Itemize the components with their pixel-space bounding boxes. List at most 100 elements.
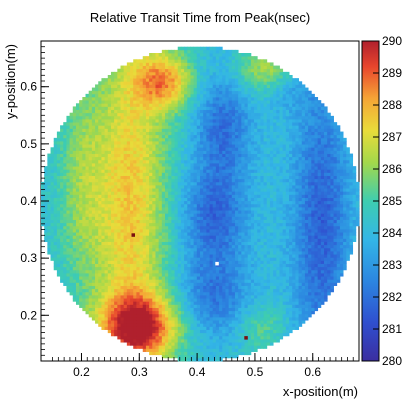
heatmap-cell xyxy=(165,100,169,104)
heatmap-cell xyxy=(209,141,214,145)
heatmap-cell xyxy=(171,235,175,239)
heatmap-cell xyxy=(165,254,169,258)
heatmap-cell xyxy=(177,84,182,88)
heatmap-cell xyxy=(53,229,58,233)
heatmap-cell xyxy=(196,153,201,158)
heatmap-cell xyxy=(95,134,99,139)
heatmap-cell xyxy=(165,181,169,186)
heatmap-cell xyxy=(117,260,121,264)
heatmap-cell xyxy=(231,273,236,277)
heatmap-cell xyxy=(152,329,156,334)
heatmap-cell xyxy=(79,194,83,198)
heatmap-cell xyxy=(196,345,201,349)
heatmap-cell xyxy=(95,115,99,120)
heatmap-cell xyxy=(168,329,172,334)
heatmap-cell xyxy=(215,93,220,98)
heatmap-cell xyxy=(114,301,118,305)
heatmap-cell xyxy=(180,251,185,255)
heatmap-cell xyxy=(206,87,210,92)
heatmap-cell xyxy=(63,210,67,214)
heatmap-cell xyxy=(91,156,96,161)
heatmap-cell xyxy=(165,222,169,227)
heatmap-cell xyxy=(165,137,169,142)
heatmap-cell xyxy=(225,269,230,274)
heatmap-cell xyxy=(177,97,182,101)
heatmap-cell xyxy=(123,254,128,258)
heatmap-cell xyxy=(79,125,83,129)
heatmap-cell xyxy=(130,153,134,158)
heatmap-cell xyxy=(79,203,83,208)
heatmap-cell xyxy=(133,163,137,167)
heatmap-cell xyxy=(174,354,179,359)
heatmap-cell xyxy=(184,194,188,198)
heatmap-cell xyxy=(212,141,217,145)
heatmap-cell xyxy=(142,169,147,173)
heatmap-cell xyxy=(200,97,204,101)
heatmap-cell xyxy=(110,285,115,290)
heatmap-cell xyxy=(136,166,140,170)
heatmap-cell xyxy=(142,282,147,286)
heatmap-cell xyxy=(82,263,86,268)
heatmap-cell xyxy=(222,147,226,151)
heatmap-cell xyxy=(222,93,226,98)
heatmap-cell xyxy=(104,103,109,107)
heatmap-cell xyxy=(50,216,55,220)
heatmap-cell xyxy=(95,128,99,132)
heatmap-cell xyxy=(139,238,144,242)
heatmap-cell xyxy=(168,351,172,356)
heatmap-cell xyxy=(130,285,134,290)
heatmap-cell xyxy=(72,166,77,170)
heatmap-cell xyxy=(110,175,115,180)
heatmap-cell xyxy=(95,181,99,186)
heatmap-cell xyxy=(203,144,207,148)
heatmap-cell xyxy=(177,219,182,224)
heatmap-cell xyxy=(174,244,179,249)
heatmap-cell xyxy=(168,342,172,346)
heatmap-cell xyxy=(177,203,182,208)
heatmap-cell xyxy=(209,115,214,120)
heatmap-cell xyxy=(165,323,169,327)
heatmap-cell xyxy=(104,112,109,117)
heatmap-cell xyxy=(209,313,214,318)
heatmap-cell xyxy=(101,219,105,224)
heatmap-cell xyxy=(149,150,153,154)
heatmap-cell xyxy=(190,103,195,107)
heatmap-cell xyxy=(161,238,166,242)
heatmap-cell xyxy=(149,310,153,315)
heatmap-cell xyxy=(193,254,198,258)
heatmap-cell xyxy=(110,260,115,264)
heatmap-cell xyxy=(56,137,61,142)
heatmap-cell xyxy=(101,90,105,95)
heatmap-cell xyxy=(161,75,166,79)
heatmap-cell xyxy=(225,313,230,318)
heatmap-cell xyxy=(152,317,156,321)
heatmap-cell xyxy=(155,166,160,170)
heatmap-cell xyxy=(123,244,128,249)
heatmap-cell xyxy=(203,235,207,239)
heatmap-cell xyxy=(219,313,223,318)
heatmap-cell xyxy=(110,122,115,126)
heatmap-cell xyxy=(228,175,233,180)
heatmap-cell xyxy=(222,241,226,246)
heatmap-cell xyxy=(123,90,128,95)
chart-title: Relative Transit Time from Peak(nsec) xyxy=(90,10,310,25)
heatmap-cell xyxy=(231,203,236,208)
heatmap-cell xyxy=(155,122,160,126)
heatmap-cell xyxy=(133,301,137,305)
heatmap-cell xyxy=(145,310,150,315)
heatmap-cell xyxy=(215,194,220,198)
heatmap-cell xyxy=(228,257,233,261)
heatmap-cell xyxy=(222,244,226,249)
heatmap-cell xyxy=(66,279,71,283)
heatmap-cell xyxy=(95,282,99,286)
heatmap-cell xyxy=(85,166,90,170)
heatmap-cell xyxy=(75,163,80,167)
heatmap-cell xyxy=(203,106,207,110)
heatmap-cell xyxy=(60,134,64,139)
heatmap-cell xyxy=(200,112,204,117)
heatmap-cell xyxy=(212,326,217,330)
heatmap-cell xyxy=(225,56,230,60)
heatmap-cell xyxy=(53,175,58,180)
heatmap-cell xyxy=(203,323,207,327)
heatmap-cell xyxy=(171,144,175,148)
